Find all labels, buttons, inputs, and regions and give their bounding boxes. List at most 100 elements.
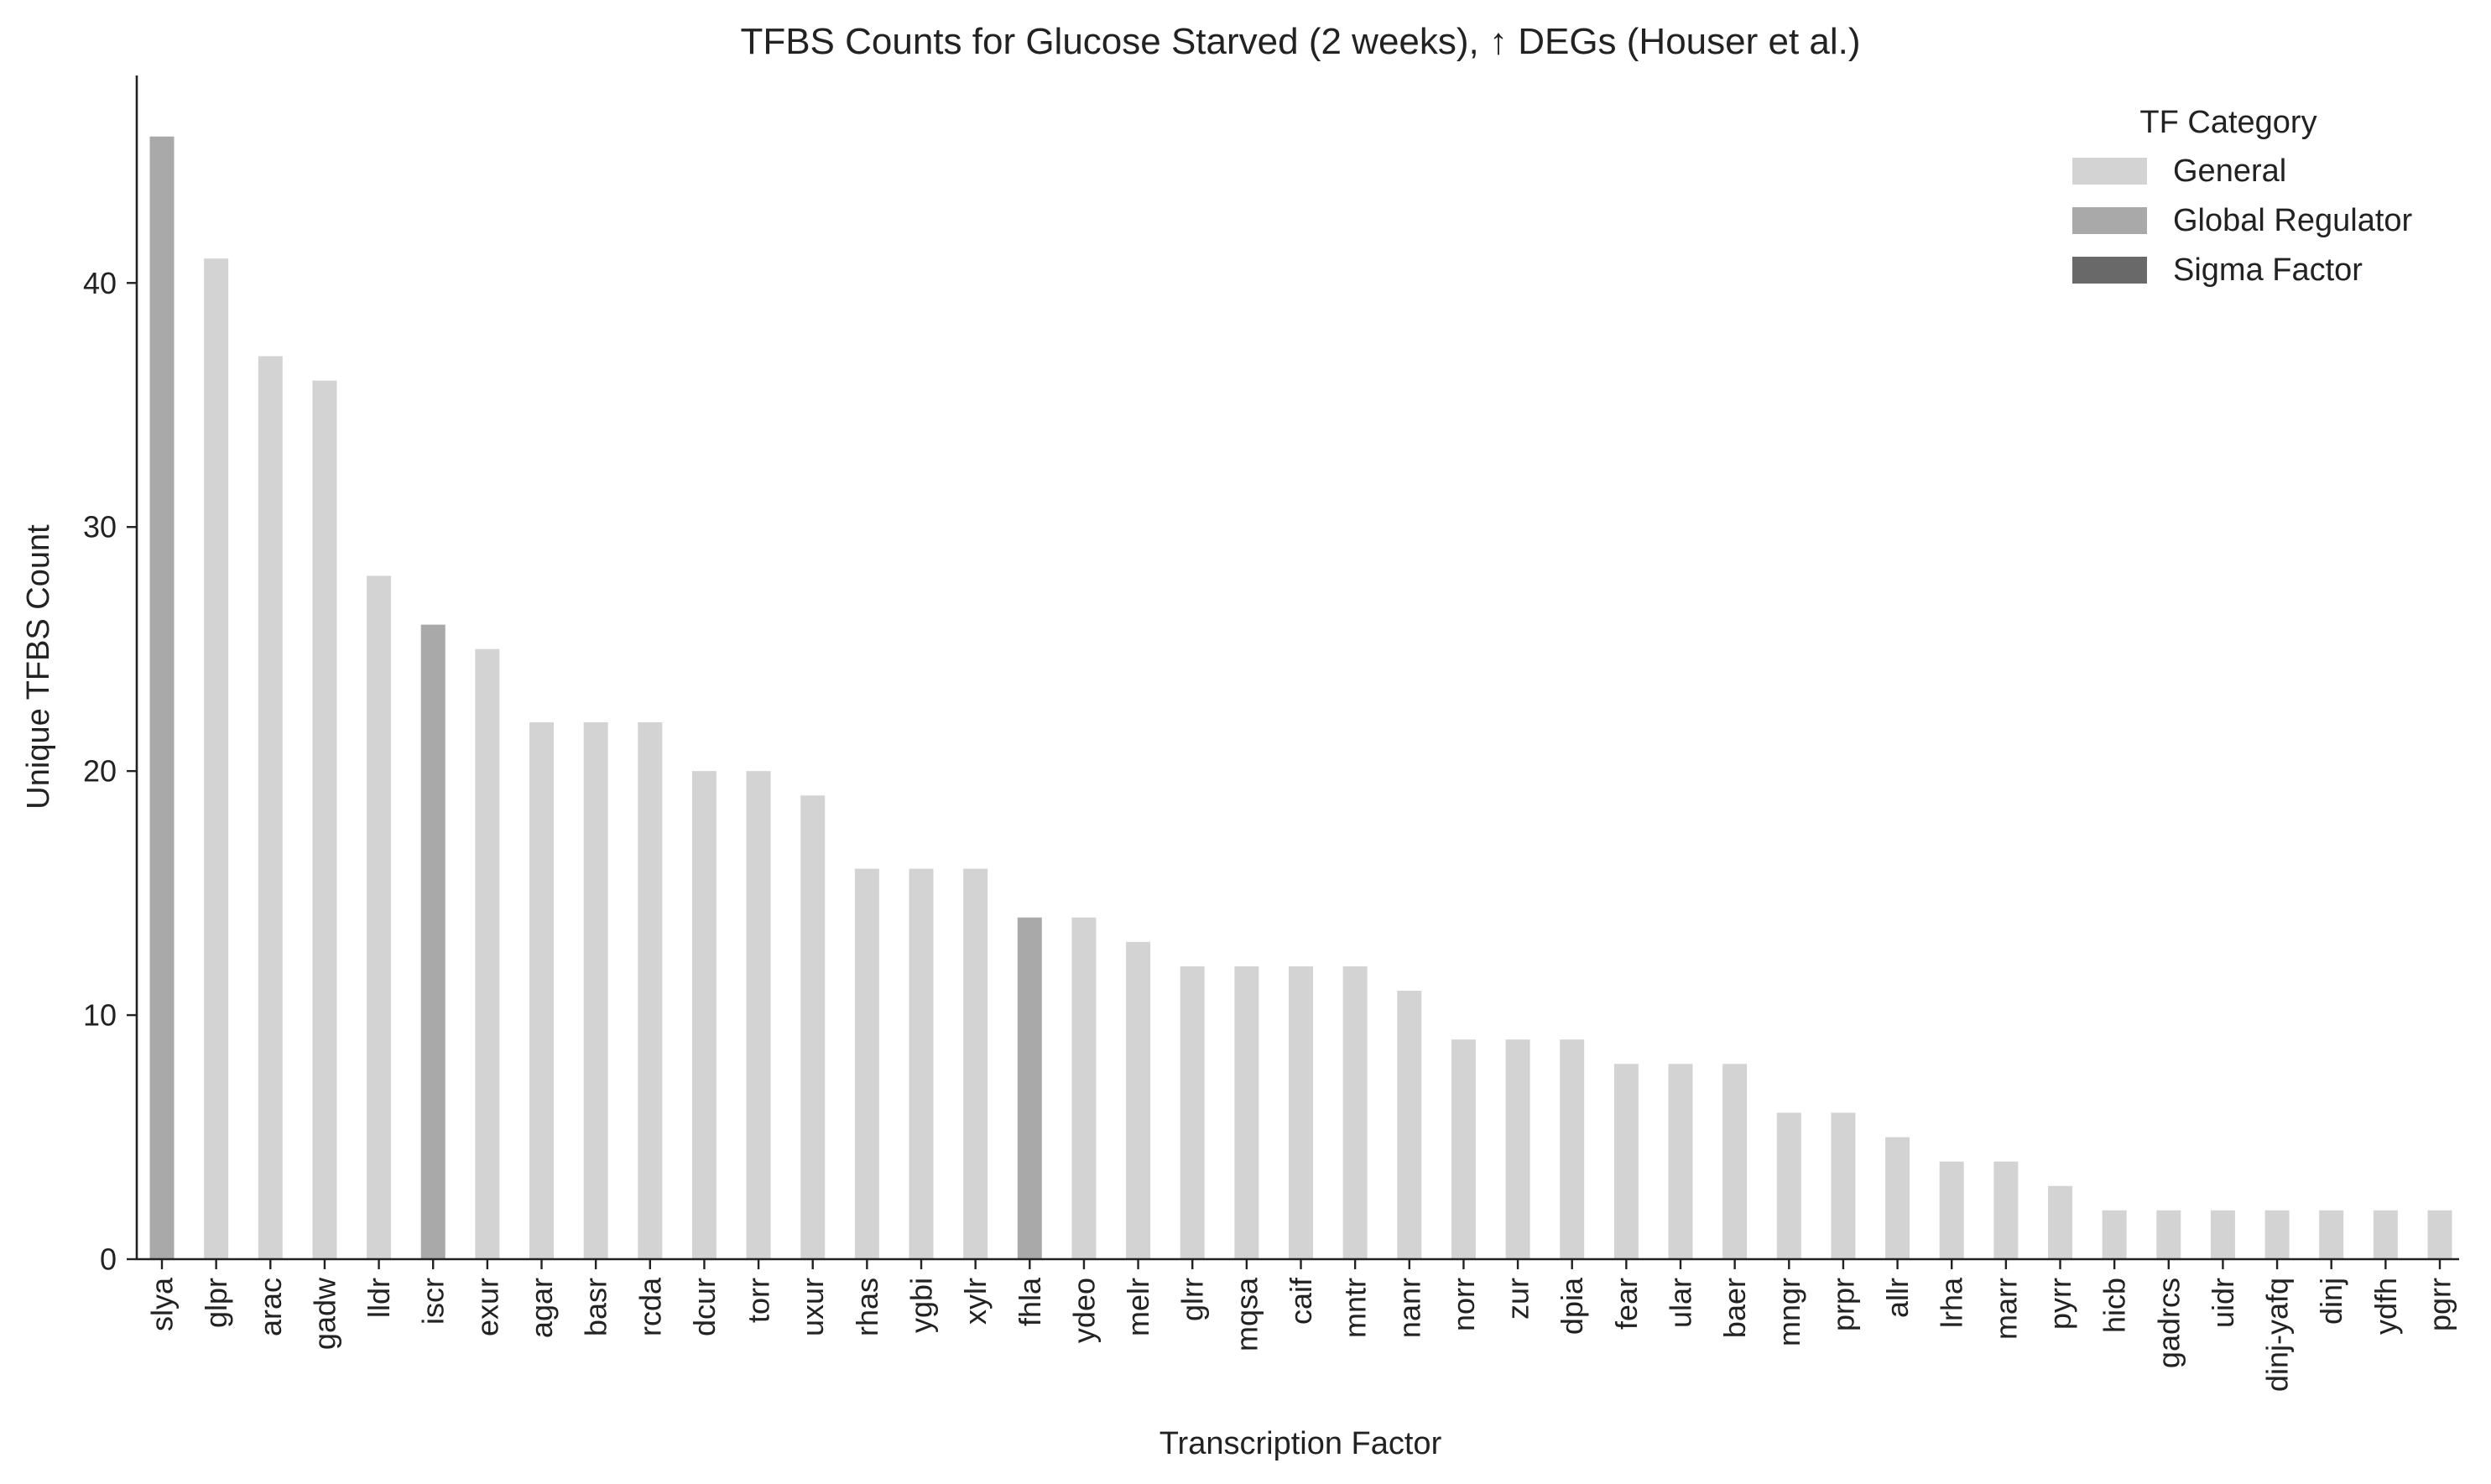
x-axis-label: Transcription Factor [1160, 1426, 1442, 1461]
legend-swatch [2072, 257, 2147, 284]
bar-exur [475, 648, 500, 1259]
bar-dpia [1560, 1039, 1585, 1259]
x-tick-label: dinj-yafq [2260, 1278, 2295, 1392]
legend-swatch [2072, 158, 2147, 185]
bars-group [149, 136, 2452, 1260]
x-tick-label: uidr [2206, 1278, 2240, 1328]
bar-glpr [204, 258, 229, 1260]
bar-ygbi [909, 868, 934, 1259]
legend-title: TF Category [2139, 105, 2316, 140]
bar-uidr [2210, 1210, 2235, 1259]
y-tick-label: 40 [83, 266, 117, 300]
x-tick-label: melr [1121, 1278, 1155, 1336]
bar-allr [1885, 1137, 1910, 1259]
bar-pgrr [2427, 1210, 2452, 1259]
y-tick-label: 0 [100, 1242, 117, 1277]
bar-xylr [963, 868, 988, 1259]
bar-rcda [638, 721, 663, 1259]
bar-pyrr [2048, 1185, 2072, 1259]
x-tick-label: mntr [1338, 1278, 1373, 1338]
x-tick-label: slya [145, 1277, 180, 1331]
x-tick-label: xylr [958, 1278, 993, 1325]
bar-dinj [2319, 1210, 2344, 1259]
x-tick-label: pgrr [2423, 1278, 2457, 1331]
bar-lrha [1939, 1161, 1964, 1259]
x-tick-label: zur [1501, 1278, 1535, 1320]
x-tick-label: rhas [850, 1278, 884, 1336]
bar-melr [1126, 941, 1151, 1259]
bar-ydeo [1071, 917, 1097, 1259]
bar-nanr [1397, 990, 1422, 1259]
x-tick-label: gadrcs [2151, 1278, 2186, 1368]
bar-lldr [367, 575, 392, 1259]
bar-gadrcs [2156, 1210, 2181, 1259]
legend-entries: General Global Regulator Sigma Factor [2072, 154, 2413, 288]
x-tick-label: uxur [795, 1278, 830, 1336]
bar-glrr [1180, 966, 1205, 1259]
x-tick-label: fhla [1013, 1277, 1047, 1326]
bar-marr [1993, 1161, 2019, 1259]
x-tick-label: baer [1717, 1278, 1752, 1338]
bar-prpr [1831, 1112, 1856, 1259]
legend-swatch [2072, 207, 2147, 234]
x-tick-label: dinj [2314, 1278, 2348, 1325]
bar-hicb [2102, 1210, 2127, 1259]
x-tick-label: glpr [199, 1278, 233, 1328]
x-tick-label: basr [579, 1278, 613, 1336]
y-tick-label: 30 [83, 510, 117, 544]
bar-ular [1668, 1064, 1693, 1259]
x-tick-label: gadw [307, 1277, 341, 1350]
x-tick-label: rcda [633, 1277, 667, 1336]
x-tick-label: exur [470, 1278, 504, 1336]
x-tick-label: lldr [362, 1278, 396, 1318]
bar-zur [1505, 1039, 1530, 1259]
x-tick-label: caif [1284, 1277, 1318, 1325]
x-tick-label: norr [1446, 1278, 1481, 1331]
bar-iscr [420, 624, 446, 1259]
bar-mqsa [1234, 966, 1259, 1259]
x-tick-label: agar [524, 1278, 559, 1338]
x-tick-label: nanr [1392, 1278, 1426, 1338]
legend-entry-label: Global Regulator [2173, 203, 2413, 238]
y-axis-label: Unique TFBS Count [21, 524, 56, 810]
y-ticks-group: 0 10 20 30 40 [83, 266, 137, 1277]
x-tick-label: mngr [1772, 1278, 1806, 1346]
bar-baer [1722, 1064, 1748, 1259]
bar-dinj-yafq [2264, 1210, 2290, 1259]
x-tick-label: glrr [1175, 1278, 1210, 1321]
x-tick-label: dpia [1555, 1277, 1589, 1335]
bar-uxur [800, 795, 826, 1259]
y-tick-label: 10 [83, 998, 117, 1033]
legend-entry-label: Sigma Factor [2173, 253, 2363, 288]
bar-mntr [1342, 966, 1368, 1259]
x-tick-label: hicb [2098, 1278, 2132, 1333]
x-tick-label: pyrr [2043, 1278, 2077, 1330]
x-tick-label: arac [253, 1278, 288, 1336]
x-tick-label: allr [1880, 1278, 1915, 1318]
x-tick-label: fear [1609, 1278, 1644, 1330]
bar-gadw [312, 380, 337, 1259]
y-tick-label: 20 [83, 754, 117, 789]
bar-slya [149, 136, 175, 1260]
bar-norr [1451, 1039, 1476, 1259]
bar-fear [1613, 1064, 1639, 1259]
bar-arac [258, 356, 283, 1259]
bar-torr [746, 771, 771, 1259]
x-ticks-group: slya glpr arac gadw lldr iscr exur agar basr rcda… [145, 1259, 2457, 1392]
x-tick-label: marr [1988, 1278, 2023, 1340]
x-tick-label: ular [1664, 1278, 1698, 1328]
bar-mngr [1776, 1112, 1801, 1259]
x-tick-label: torr [742, 1278, 776, 1323]
x-tick-label: iscr [416, 1278, 451, 1325]
bar-ydfh [2373, 1210, 2398, 1259]
bar-basr [583, 721, 608, 1259]
x-tick-label: ydfh [2369, 1278, 2403, 1335]
bar-agar [529, 721, 554, 1259]
bar-dcur [691, 771, 717, 1259]
chart-title: TFBS Counts for Glucose Starved (2 weeks… [740, 21, 1860, 62]
legend-entry-label: General [2173, 154, 2286, 189]
legend: TF Category General Global Regulator Sigma… [2072, 105, 2413, 288]
x-tick-label: prpr [1826, 1278, 1860, 1331]
bar-fhla [1017, 917, 1042, 1259]
